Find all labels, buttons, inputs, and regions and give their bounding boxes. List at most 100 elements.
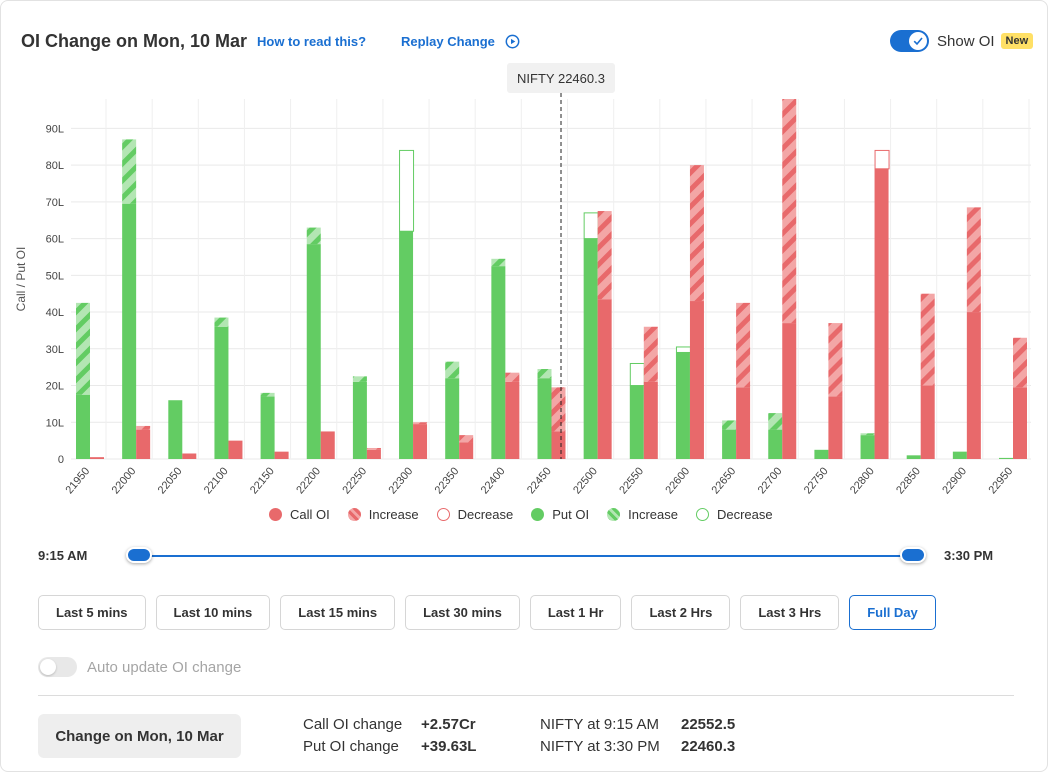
page-title: OI Change on Mon, 10 Mar — [21, 31, 248, 51]
put-decrease-bar — [399, 149, 415, 232]
range-button[interactable]: Last 5 mins — [38, 595, 146, 630]
strike-bar-group — [583, 211, 612, 459]
put-oi-bar — [722, 429, 737, 459]
put-oi-bar — [768, 429, 783, 459]
call-oi-bar — [551, 431, 566, 459]
put-oi-bar — [491, 266, 506, 459]
auto-update-toggle[interactable] — [38, 657, 77, 677]
put-oi-bar — [306, 244, 321, 459]
nifty-end-value: 22460.3 — [681, 738, 736, 755]
put-oi-bar — [445, 378, 460, 459]
x-tick-label: 22550 — [617, 465, 646, 496]
change-date-button[interactable]: Change on Mon, 10 Mar — [38, 714, 241, 758]
strike-bar-group — [168, 400, 197, 459]
call-oi-bar — [1013, 387, 1027, 459]
put-oi-change-value: +39.63L — [421, 738, 477, 755]
call-oi-bar — [459, 442, 474, 459]
y-tick-label: 40L — [46, 307, 64, 319]
slider-start-label: 9:15 AM — [38, 548, 88, 563]
x-tick-label: 22100 — [202, 465, 231, 496]
x-tick-label: 22450 — [525, 465, 554, 496]
put-oi-bar — [537, 378, 552, 459]
x-tick-label: 22150 — [248, 465, 277, 496]
strike-bar-group — [952, 207, 981, 459]
put-oi-bar — [860, 435, 875, 459]
legend-item[interactable]: Call OI — [269, 507, 330, 522]
range-button[interactable]: Last 10 mins — [155, 595, 271, 630]
range-button[interactable]: Last 2 Hrs — [631, 595, 731, 630]
put-oi-change-label: Put OI change — [303, 738, 399, 755]
strike-bar-group — [629, 326, 658, 459]
x-tick-label: 22800 — [848, 465, 877, 496]
put-oi-bar — [76, 394, 90, 459]
call-decrease-bar — [874, 149, 890, 170]
put-increase-bar — [768, 413, 783, 430]
put-decrease-bar — [675, 346, 691, 353]
put-oi-bar — [260, 396, 275, 459]
put-decrease-bar — [583, 212, 599, 240]
put-decrease-bar — [629, 362, 645, 387]
call-increase-bar — [966, 207, 981, 313]
put-increase-bar — [491, 258, 506, 267]
x-tick-label: 22600 — [663, 465, 692, 496]
nifty-start-label: NIFTY at 9:15 AM — [540, 716, 659, 733]
spot-price-tooltip — [507, 63, 616, 93]
put-increase-bar — [537, 369, 552, 379]
strike-bar-group — [399, 149, 428, 459]
y-tick-label: 70L — [46, 197, 64, 209]
time-slider: 9:15 AM 3:30 PM — [1, 546, 1050, 566]
call-oi-bar — [828, 396, 843, 459]
range-button[interactable]: Last 15 mins — [280, 595, 396, 630]
legend-item[interactable]: Decrease — [436, 507, 513, 522]
time-range-buttons: Last 5 mins Last 10 mins Last 15 mins Last … — [38, 595, 946, 630]
call-oi-bar — [228, 440, 243, 459]
put-oi-bar — [906, 455, 921, 459]
range-button[interactable]: Last 1 Hr — [529, 595, 622, 630]
strike-bar-group — [768, 99, 797, 459]
legend-item[interactable]: Put OI — [531, 507, 589, 522]
legend-swatch-outline — [436, 508, 450, 521]
auto-update-control: Auto update OI change — [38, 657, 241, 677]
put-increase-bar — [445, 361, 460, 379]
legend-label: Increase — [368, 507, 419, 522]
slider-track[interactable] — [139, 555, 913, 557]
call-oi-bar — [920, 385, 935, 459]
call-oi-bar — [320, 431, 335, 459]
replay-change-link[interactable]: Replay Change — [401, 34, 520, 52]
put-increase-bar — [860, 433, 875, 436]
call-oi-bar — [736, 387, 751, 459]
put-oi-bar — [999, 457, 1013, 459]
new-badge: New — [1000, 33, 1034, 49]
show-oi-toggle[interactable] — [890, 30, 929, 52]
put-oi-bar — [814, 449, 829, 459]
legend-item[interactable]: Increase — [347, 507, 419, 522]
slider-end-handle[interactable] — [900, 547, 926, 563]
put-oi-bar — [122, 203, 137, 459]
strike-bar-group — [860, 149, 890, 459]
strike-bar-group — [214, 317, 243, 459]
range-button[interactable]: Last 3 Hrs — [740, 595, 840, 630]
strike-bar-group — [675, 165, 704, 459]
x-tick-label: 22050 — [156, 465, 185, 496]
range-button[interactable]: Full Day — [849, 595, 936, 630]
show-oi-control: Show OI New — [890, 30, 1034, 52]
range-button[interactable]: Last 30 mins — [405, 595, 520, 630]
strike-bar-group — [76, 302, 104, 459]
x-tick-label: 22200 — [294, 465, 323, 496]
legend-item[interactable]: Decrease — [695, 507, 773, 522]
call-oi-bar — [182, 453, 197, 459]
x-tick-label: 22000 — [110, 465, 139, 496]
call-increase-bar — [689, 165, 704, 302]
auto-update-label: Auto update OI change — [87, 658, 242, 676]
y-tick-label: 50L — [46, 270, 64, 282]
legend-item[interactable]: Increase — [607, 507, 678, 522]
y-tick-label: 60L — [46, 234, 64, 246]
nifty-end-label: NIFTY at 3:30 PM — [540, 738, 660, 755]
call-increase-bar — [597, 211, 612, 300]
x-tick-label: 22500 — [571, 465, 600, 496]
slider-start-handle[interactable] — [126, 547, 152, 563]
call-increase-bar — [136, 425, 151, 430]
how-to-read-link[interactable]: How to read this? — [257, 34, 367, 49]
call-increase-bar — [505, 372, 520, 382]
